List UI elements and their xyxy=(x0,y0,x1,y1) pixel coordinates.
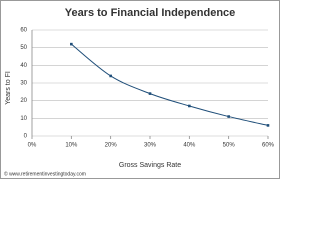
y-tick-label: 30 xyxy=(20,81,27,87)
data-marker xyxy=(70,42,73,46)
y-axis-label: Years to FI xyxy=(5,71,12,105)
y-tick-label: 50 xyxy=(20,45,27,51)
y-tick-label: 0 xyxy=(24,134,28,140)
chart-title: Years to Financial Independence xyxy=(65,7,236,19)
data-marker xyxy=(109,74,112,78)
data-marker xyxy=(148,92,152,95)
data-marker xyxy=(188,104,191,108)
x-tick-label: 10% xyxy=(65,143,78,149)
watermark: © www.retirementinvestingtoday.com xyxy=(4,170,86,177)
x-tick-label: 30% xyxy=(144,143,157,149)
chart: Years to Financial Independence Gross Sa… xyxy=(0,0,280,179)
x-axis-label: Gross Savings Rate xyxy=(119,162,181,169)
x-tick-label: 20% xyxy=(105,143,118,149)
x-tick-label: 40% xyxy=(183,143,196,149)
data-line xyxy=(71,43,269,126)
x-tick-label: 0% xyxy=(28,143,37,149)
x-tick-label: 50% xyxy=(223,143,236,149)
data-marker xyxy=(266,124,270,127)
y-tick-label: 20 xyxy=(20,98,27,104)
data-marker xyxy=(227,115,230,118)
y-tick-label: 10 xyxy=(20,116,27,122)
y-tick-label: 60 xyxy=(20,28,27,34)
y-tick-label: 40 xyxy=(20,63,27,69)
x-tick-label: 60% xyxy=(262,143,275,149)
